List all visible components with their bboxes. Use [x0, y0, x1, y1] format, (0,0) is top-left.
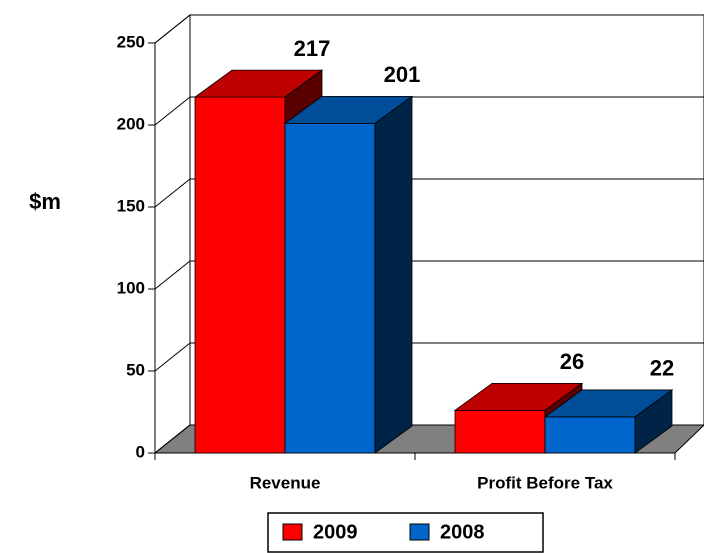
- bar-side: [634, 389, 673, 454]
- grid-line: [154, 260, 191, 290]
- bar-side: [374, 95, 413, 454]
- side-wall: [154, 13, 191, 455]
- legend-swatch: [282, 523, 303, 541]
- bar-front: [284, 122, 376, 454]
- legend-swatch: [409, 523, 430, 541]
- legend-box: [267, 512, 544, 553]
- legend-label: 2008: [440, 521, 485, 543]
- value-label: 217: [294, 36, 331, 61]
- value-label: 22: [650, 356, 674, 381]
- x-tick-label: Revenue: [250, 473, 321, 492]
- grid-line: [154, 342, 191, 372]
- y-tick-label: 250: [117, 32, 145, 51]
- bar-front: [544, 416, 636, 454]
- y-axis-label: $m: [29, 189, 61, 214]
- y-tick-label: 0: [136, 442, 145, 461]
- y-tick-label: 200: [117, 114, 145, 133]
- grid-line: [154, 96, 191, 126]
- bar-front: [194, 96, 286, 454]
- value-label: 26: [560, 349, 584, 374]
- y-tick-label: 150: [117, 196, 145, 215]
- value-label: 201: [384, 62, 421, 87]
- y-tick-label: 50: [126, 360, 145, 379]
- bar-front: [454, 409, 546, 454]
- x-tick-label: Profit Before Tax: [477, 473, 613, 492]
- grid-line: [154, 424, 191, 454]
- grid-line: [154, 14, 191, 44]
- grid-line: [154, 178, 191, 208]
- y-tick-label: 100: [117, 278, 145, 297]
- legend-label: 2009: [313, 521, 358, 543]
